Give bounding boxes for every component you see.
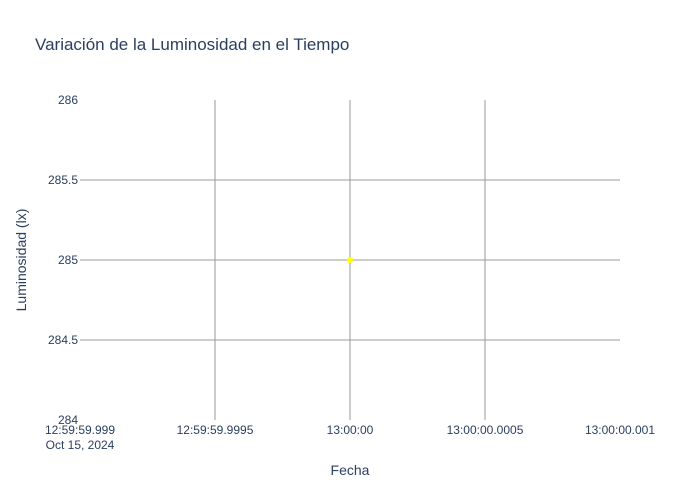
y-tick-label: 286 <box>58 93 78 107</box>
x-tick-label: 13:00:00 <box>327 423 374 437</box>
y-axis-ticks: 284 284.5 285 285.5 286 <box>48 93 78 427</box>
y-axis-title: Luminosidad (lx) <box>13 209 29 312</box>
y-tick-label: 285.5 <box>48 173 78 187</box>
y-tick-label: 285 <box>58 253 78 267</box>
x-axis-title: Fecha <box>331 462 370 478</box>
data-point[interactable] <box>347 257 353 263</box>
data-series <box>347 257 353 263</box>
x-tick-label: 12:59:59.9995 <box>177 423 254 437</box>
y-tick-label: 284 <box>58 413 78 427</box>
chart-title: Variación de la Luminosidad en el Tiempo <box>35 35 349 54</box>
x-tick-label: 13:00:00.001 <box>585 423 655 437</box>
x-axis-ticks: 12:59:59.999 12:59:59.9995 13:00:00 13:00:0… <box>45 423 655 452</box>
x-tick-date-label: Oct 15, 2024 <box>46 438 115 452</box>
y-tick-label: 284.5 <box>48 333 78 347</box>
x-tick-label: 13:00:00.0005 <box>447 423 524 437</box>
x-tick-label: 12:59:59.999 <box>45 423 115 437</box>
